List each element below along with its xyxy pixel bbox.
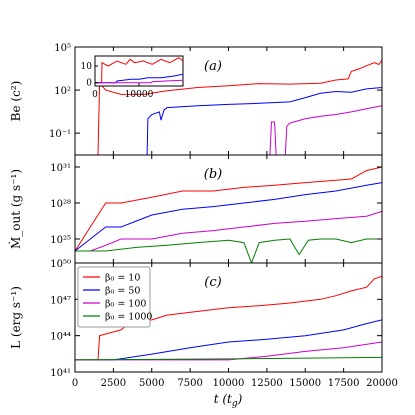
series-line-50: [75, 182, 382, 252]
y-tick-label: 10²⁸: [50, 199, 71, 210]
y-tick-label: 10⁵: [54, 43, 71, 54]
inset-y-tick-label: 0: [86, 79, 92, 89]
x-label-close: ): [237, 392, 243, 406]
x-label-sub: g: [232, 399, 238, 409]
series-line-100: [75, 341, 382, 361]
inset-series: [95, 57, 183, 84]
y-axis-label: L (erg s⁻¹): [9, 286, 23, 349]
legend-entry: β₀ = 50: [105, 286, 140, 297]
series-line-1000: [75, 356, 382, 361]
panel-0: 10⁵ 10² 10⁻¹ (a) Be (c²) 0 10 0 10000: [9, 43, 383, 156]
series-line-100: [269, 105, 382, 155]
series-line-10: [97, 59, 382, 155]
y-tick-label: 10³¹: [50, 163, 71, 174]
inset-frame: [94, 55, 184, 87]
legend: β₀ = 10 β₀ = 50 β₀ = 100 β₀ = 1000: [77, 266, 152, 328]
panel-1: 10³¹ 10²⁸ 10²⁵ (b) Ṁ_out (g s⁻¹): [8, 154, 383, 264]
panel-label: (a): [204, 59, 222, 74]
x-tick-label: 7500: [177, 378, 202, 389]
series-line-1000: [75, 238, 382, 263]
x-axis: 0 2500 5000 7500 10000 12500 15000 17500 20000: [72, 378, 398, 389]
series-line-50: [75, 319, 382, 361]
y-tick-label: 10⁴⁷: [50, 295, 71, 306]
y-axis-label: Be (c²): [9, 81, 23, 122]
panel-frame: [74, 154, 383, 264]
inset-line: [95, 73, 183, 84]
inset-x-tick-label: 0: [92, 90, 98, 100]
y-tick-label: 10²⁵: [50, 235, 71, 246]
x-tick-label: 5000: [139, 378, 164, 389]
legend-box: [77, 266, 151, 328]
series-group: [75, 275, 382, 361]
y-tick-label: 10⁵⁰: [50, 259, 71, 270]
x-tick-label: 10000: [213, 378, 245, 389]
inset-line: [95, 57, 183, 84]
inset-x-tick-label: 10000: [125, 90, 154, 100]
legend-entry: β₀ = 100: [105, 299, 146, 310]
x-tick-label: 20000: [366, 378, 398, 389]
x-tick-label: 17500: [328, 378, 360, 389]
series-line-100: [75, 210, 382, 252]
series-group: [75, 166, 382, 263]
inset-y-tick-label: 10: [81, 62, 93, 72]
x-label-text: t (t: [214, 392, 232, 406]
series-line-10: [75, 166, 382, 252]
panel-label: (b): [204, 167, 222, 182]
x-tick-label: 2500: [101, 378, 126, 389]
series-line-10: [75, 275, 382, 361]
inset: 0 10 0 10000: [81, 55, 184, 100]
legend-entry: β₀ = 1000: [105, 312, 152, 323]
x-tick-label: 0: [72, 378, 78, 389]
y-tick-label: 10⁻¹: [49, 129, 71, 140]
y-axis-label: Ṁ_out (g s⁻¹): [8, 169, 23, 249]
y-tick-label: 10⁴⁴: [50, 332, 71, 343]
y-tick-label: 10²: [54, 86, 71, 97]
x-tick-label: 15000: [289, 378, 321, 389]
inset-line: [95, 79, 183, 84]
legend-entry: β₀ = 10: [105, 273, 140, 284]
series-line-50: [146, 87, 382, 155]
x-axis-label: t (tg): [214, 392, 243, 409]
series-group: [97, 59, 382, 155]
y-tick-label: 10⁴¹: [50, 368, 71, 379]
panels: 10⁵ 10² 10⁻¹ (a) Be (c²) 0 10 0 10000 10³¹ 10²⁸ 10²…: [8, 43, 383, 379]
panel-label: (c): [204, 275, 221, 290]
x-tick-label: 12500: [251, 378, 283, 389]
